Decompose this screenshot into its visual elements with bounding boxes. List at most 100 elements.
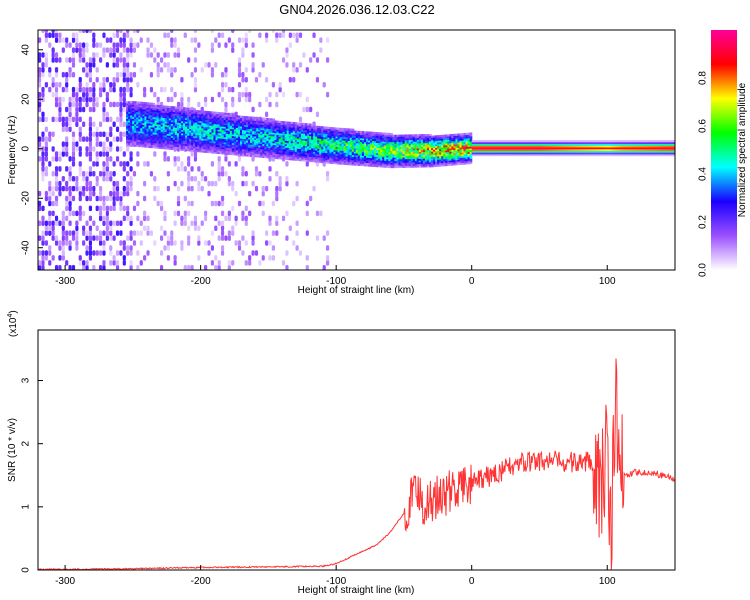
spectrogram-cell (382, 148, 385, 151)
spectrogram-cell (394, 143, 398, 146)
spectrogram-cell (465, 148, 469, 151)
spectrogram-cell (400, 150, 404, 153)
spectrogram-cell (187, 200, 191, 207)
spectrogram-cell (187, 109, 190, 112)
spectrogram-cell (288, 121, 292, 124)
spectrogram-cell (412, 148, 416, 151)
spectrogram-cell (363, 162, 367, 165)
spectrogram-cell (457, 135, 461, 138)
spectrogram-cell (98, 57, 103, 63)
spectrogram-cell (459, 143, 463, 146)
spectrogram-cell (331, 139, 335, 142)
spectrogram-cell (231, 205, 235, 212)
spectrogram-cell (400, 141, 404, 144)
spectrogram-cell (294, 132, 298, 135)
spectrogram-cell (241, 215, 245, 222)
spectrogram-cell (126, 161, 130, 167)
spectrogram-cell (262, 129, 265, 132)
spectrogram-cell (239, 152, 243, 155)
spectrogram-cell (445, 146, 448, 149)
spectrogram-cell (370, 159, 373, 162)
spectrogram-cell (220, 32, 225, 38)
spectrogram-cell (343, 138, 347, 141)
spectrogram-cell (368, 141, 371, 145)
spectrogram-cell (447, 160, 450, 163)
spectrogram-cell (185, 124, 188, 127)
spectrogram-cell (130, 115, 133, 118)
spectrogram-cell (213, 125, 217, 128)
spectrogram-cell (183, 143, 186, 146)
spectrogram-cell (370, 155, 373, 159)
spectrogram-cell (302, 133, 306, 136)
spectrogram-cell (227, 131, 231, 135)
spectrogram-cell (431, 161, 434, 164)
spectrogram-cell (266, 133, 269, 136)
spectrogram-cell (374, 156, 377, 159)
spectrogram-cell (166, 117, 170, 121)
spectrogram-cell (178, 139, 182, 142)
spectrogram-cell (349, 151, 353, 154)
spectrogram-cell (136, 215, 140, 222)
spectrogram-cell (270, 154, 274, 157)
spectrogram-cell (402, 138, 406, 141)
spectrogram-cell (311, 154, 314, 158)
spectrogram-cell (65, 37, 69, 43)
spectrogram-cell (217, 146, 221, 149)
spectrogram-cell (140, 124, 143, 127)
spectrogram-cell (272, 142, 276, 145)
spectrogram-cell (447, 151, 450, 154)
spectrogram-cell (126, 118, 129, 121)
spectrogram-cell (146, 114, 150, 117)
spectrogram-cell (400, 134, 404, 137)
spectrogram-cell (237, 240, 242, 246)
spectrogram-cell (183, 166, 187, 172)
spectrogram-cell (98, 205, 103, 212)
spectrogram-cell (394, 157, 398, 160)
spectrogram-cell (376, 139, 379, 142)
spectrogram-cell (424, 139, 428, 142)
spectrogram-cell (166, 116, 170, 119)
spectrogram-cell (132, 128, 135, 132)
spectrogram-cell (347, 152, 351, 155)
spectrogram-cell (453, 138, 457, 142)
spectrogram-cell (237, 131, 241, 134)
spectrogram-cell (134, 123, 137, 126)
spectrogram-cell (112, 136, 116, 142)
spectrogram-cell (441, 141, 444, 144)
spectrogram-cell (256, 130, 259, 134)
spectrogram-cell (154, 135, 158, 139)
spectrogram-cell (176, 47, 181, 53)
spectrogram-cell (345, 152, 349, 155)
spectrogram-cell (168, 125, 172, 128)
spectrogram-cell (190, 265, 194, 270)
spectrogram-cell (252, 137, 255, 140)
spectrogram-cell (237, 153, 241, 156)
spectrogram-cell (162, 108, 166, 112)
spectrogram-cell (441, 136, 444, 139)
spectrogram-cell (78, 86, 82, 93)
spectrogram-cell (244, 129, 247, 133)
spectrogram-cell (44, 62, 48, 68)
spectrogram-cell (239, 124, 243, 127)
spectrogram-cell (176, 146, 180, 149)
spectrogram-cell (231, 125, 235, 128)
spectrogram-cell (180, 113, 184, 117)
spectrogram-cell (244, 220, 248, 227)
spectrogram-cell (402, 162, 406, 165)
spectrogram-cell (61, 230, 65, 236)
spectrogram-cell (325, 137, 328, 140)
spectrogram-cell (122, 185, 126, 192)
spectrogram-cell (380, 149, 383, 152)
spectrogram-cell (75, 240, 79, 246)
spectrogram-cell (170, 130, 174, 133)
spectrogram-cell (51, 81, 55, 88)
spectrogram-cell (105, 220, 109, 227)
spectrogram-cell (164, 143, 168, 146)
spectrogram-cell (262, 141, 265, 145)
spectrogram-cell (130, 137, 133, 140)
spectrogram-cell (319, 159, 322, 162)
spectrogram-cell (280, 150, 284, 153)
spectrogram-cell (414, 155, 418, 158)
spectrogram-cell (150, 133, 154, 137)
spectrogram-cell (266, 119, 269, 122)
